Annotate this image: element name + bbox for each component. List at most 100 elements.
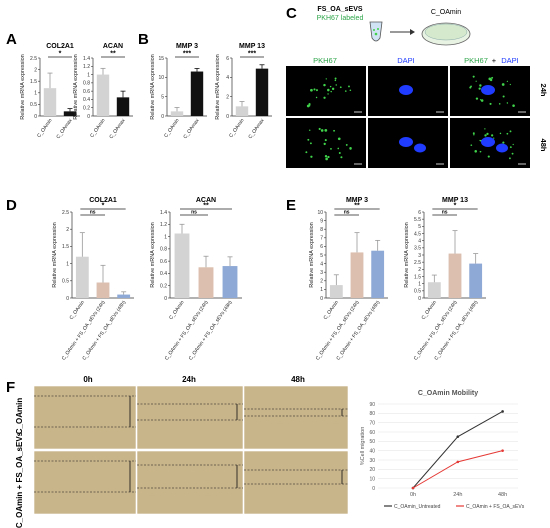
x-tick-label: C_OAmax [55,117,73,140]
dapi-nucleus [481,85,495,95]
pkh67-dot [509,83,511,86]
pkh67-dot [330,147,332,150]
panel-letter-a: A [6,31,17,48]
y-tick-label: 15 [158,56,164,62]
significance-label: *** [183,51,191,58]
x-tick-label: C_OAmax [108,117,126,140]
pkh67-dot [512,104,515,107]
y-tick-label: 2.5 [62,210,69,216]
pkh67-dot [512,143,514,146]
y-tick-label: 5 [320,253,323,259]
pkh67-dot [310,88,313,92]
pkh67-dot [509,146,512,149]
y-tick-label: 20 [369,467,375,473]
y-tick-label: 2 [66,227,69,233]
y-tick-label: 10 [317,210,323,216]
y-tick-label: 9 [320,218,323,224]
y-tick-label: 50 [369,439,375,445]
bar [174,233,190,298]
bar [170,111,184,116]
pkh67-dot [349,89,352,92]
y-tick-label: 0.8 [160,247,167,253]
panel-c-schematic: FS_OA_sEVS PKH67 labeled C_OAmin [317,6,471,46]
pkh67-dot [487,155,490,158]
pkh67-dot [324,139,327,142]
pkh67-dot [472,132,475,135]
y-tick-label: 2 [320,279,323,285]
y-tick-label: 30 [369,458,375,464]
panel-letter-d: D [6,197,17,214]
pkh67-dot [320,129,324,132]
pkh67-dot [493,137,495,139]
chart-d-acan: 0 0.2 0.4 0.6 0.8 1 1.2 1.4 Relative mRNA expres… [150,197,242,362]
bar [235,106,249,116]
pkh67-dot [480,99,484,102]
y-tick-label: 0.6 [83,89,90,95]
petri-dish-icon [421,22,471,46]
y-axis-label: Relative mRNA expression [52,222,58,287]
pkh67-dot [486,132,489,136]
y-tick-label: 6 [226,56,229,62]
pkh67-dot [323,142,326,146]
chart-title: C_OAmin Mobility [418,390,478,397]
chart-title: COL2A1 [46,43,74,50]
y-axis-label: %Cell migration [360,427,366,466]
pkh67-dot [329,85,332,88]
bar [190,71,204,116]
y-tick-label: 10 [369,476,375,482]
pkh67-dot [339,86,342,89]
y-tick-label: 1.4 [160,210,167,216]
dapi-nucleus [399,137,413,147]
schematic-stain-label: PKH67 labeled [317,15,364,22]
y-tick-label: 8 [320,227,323,233]
y-tick-label: 6 [418,210,421,216]
y-tick-label: 1.4 [83,56,90,62]
pkh67-dot [305,151,308,154]
pkh67-dot [337,147,340,150]
scratch-tile [136,450,244,515]
pkh67-dot [330,90,332,93]
significance-label: *** [248,51,256,58]
pkh67-dot [475,97,479,100]
pkh67-dot [484,134,487,137]
pkh67-dot [489,102,492,105]
y-tick-label: 1 [164,234,167,240]
y-tick-label: 5 [418,224,421,230]
x-tick-label: C_OAmin + FS_OA_sEVs (48h) [82,299,128,361]
x-tick-label: C_OAmin [36,118,53,139]
y-tick-label: 2 [418,267,421,273]
significance-label: ns [191,210,197,216]
pkh67-dot [345,143,348,146]
y-tick-label: 0.2 [160,284,167,290]
pkh67-dot [331,87,335,91]
micrograph-tile [286,118,366,168]
y-tick-label: 0.5 [414,289,421,295]
x-tick-label: 48h [498,492,507,498]
pkh67-dot [308,129,311,131]
schematic-target-label: C_OAmin [431,9,461,16]
pkh67-dot [472,75,475,78]
chart-a-col2a1: 0 0.5 1 1.5 2 2.5 Relative mRNA expression COL2… [20,43,80,140]
scratch-tile [33,450,137,515]
bar [96,74,110,116]
panel-letter-e: E [286,197,296,214]
pkh67-dot [511,152,514,155]
pkh67-dot [308,103,311,106]
tube-icon [369,21,383,42]
y-tick-label: 3.5 [414,246,421,252]
pkh67-dot [335,84,337,86]
y-tick-label: 0 [372,486,375,492]
significance-label: ** [203,203,209,210]
bar [116,97,130,116]
y-tick-label: 1.2 [160,222,167,228]
y-tick-label: 0 [66,296,69,302]
x-tick-label: C_OAmin [421,300,438,321]
y-tick-label: 2.5 [30,56,37,62]
series-point [456,435,460,438]
bar [255,68,269,116]
pkh67-dot [479,84,482,87]
pkh67-dot [501,83,505,86]
y-axis-label: Relative mRNA expression [73,54,79,119]
